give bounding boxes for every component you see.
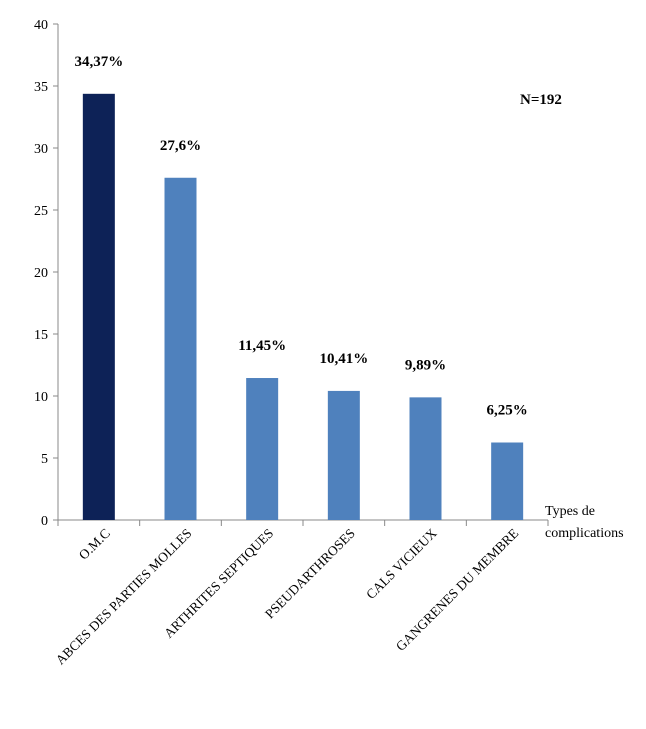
data-label: 10,41% [319, 351, 368, 367]
y-tick-label: 10 [34, 390, 48, 405]
y-tick-label: 40 [34, 18, 48, 33]
y-tick-label: 0 [41, 514, 48, 529]
data-label: 34,37% [74, 54, 123, 70]
data-label: 6,25% [487, 403, 528, 419]
y-axis: 0 5 10 15 20 25 30 35 40 [34, 18, 549, 529]
y-tick-label: 20 [34, 266, 48, 281]
bar [491, 442, 524, 520]
bar [409, 397, 442, 520]
category-label: PSEUDARTHROSES [262, 526, 358, 622]
bar [246, 378, 279, 520]
data-labels: 34,37% 27,6% 11,45% 10,41% 9,89% 6,25% [74, 54, 527, 419]
category-label: O.M.C [76, 526, 113, 563]
y-tick-label: 30 [34, 142, 48, 157]
data-label: 11,45% [238, 338, 286, 354]
bars [82, 93, 524, 520]
category-label: ABCES DES PARTIES MOLLES [53, 526, 195, 668]
data-label: 9,89% [405, 357, 446, 373]
y-tick-label: 35 [34, 80, 48, 95]
sample-size-annotation: N=192 [520, 92, 562, 108]
x-axis-title-line1: Types de [545, 504, 595, 519]
bar [327, 390, 360, 520]
y-tick-label: 5 [41, 452, 48, 467]
data-label: 27,6% [160, 138, 201, 154]
y-tick-label: 25 [34, 204, 48, 219]
y-tick-label: 15 [34, 328, 48, 343]
bar [164, 177, 197, 520]
category-label: CALS VICIEUX [363, 525, 440, 602]
bar [82, 93, 115, 520]
x-axis-title-line2: complications [545, 526, 624, 541]
